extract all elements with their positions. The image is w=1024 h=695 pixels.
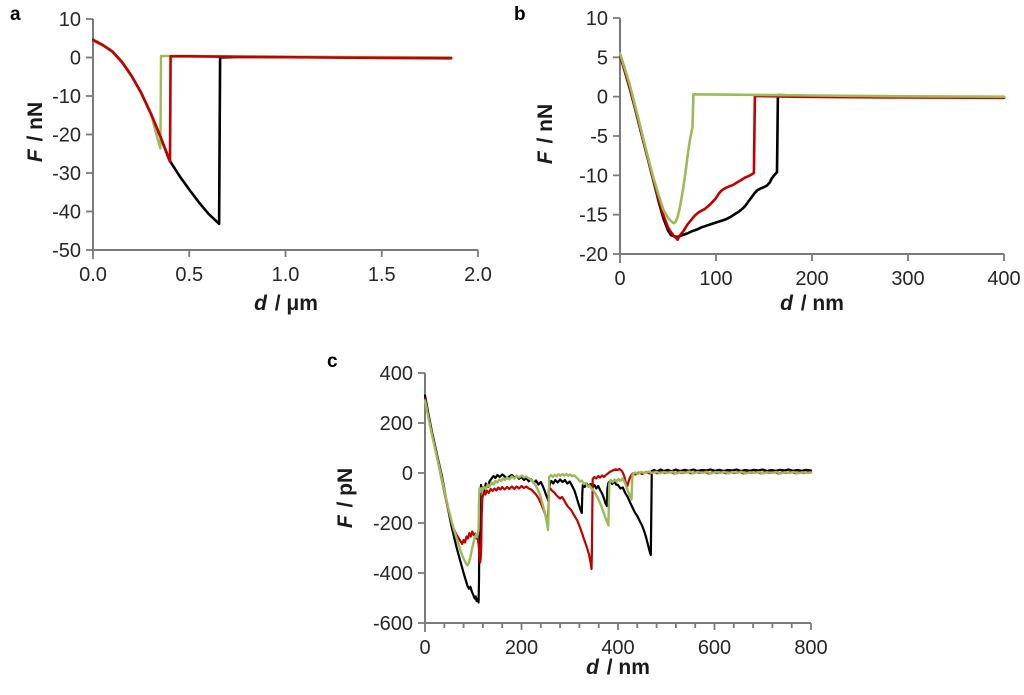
y-tick-label: -200 [373,513,413,535]
series-black-line [619,53,1006,238]
x-tick-label: 0.0 [79,264,107,286]
x-tick-label: 1.0 [272,264,300,286]
y-tick-label: -10 [52,86,81,108]
series-green-line [619,52,1006,225]
panel-b-letter: b [514,4,526,25]
y-tick-label: -15 [579,205,608,227]
x-axis-title-symbol: d [254,292,267,315]
panel-c-chart: 400 200 0 -200 -400 -600 0 200 400 600 800 [373,363,828,659]
panel-a-chart: 10 0 -10 -20 -30 -40 -500.0 0.5 1.0 1.5 2.0 [52,9,492,286]
y-tick-label: 0 [402,463,413,485]
x-tick-label: 800 [794,637,827,659]
y-axis-title-units: / nN [534,103,557,150]
y-tick-label: -30 [52,163,81,185]
y-tick-label: -50 [52,240,81,262]
x-axis-title-units: / nm [600,656,650,679]
x-axis-title-units: / nm [794,292,844,315]
y-axis-title-units: / nN [24,101,47,148]
x-tick-label: 0 [614,268,625,290]
x-tick-label: 200 [795,268,828,290]
x-tick-label: 400 [601,637,634,659]
y-tick-label: 0 [70,48,81,70]
panel-a-letter: a [10,4,21,25]
y-tick-label: -400 [373,563,413,585]
panel-b-x-axis-title: d / nm [712,292,912,316]
y-tick-label: -20 [579,244,608,266]
panel-b-y-axis-title: F / nN [534,34,558,234]
y-tick-label: 10 [586,8,608,30]
y-tick-label: -20 [52,125,81,147]
y-tick-label: 200 [380,413,413,435]
y-axis-title-symbol: F [334,515,357,529]
panel-c-x-axis-title: d / nm [518,656,718,680]
x-tick-label: 200 [505,637,538,659]
series-black-line [424,394,813,604]
y-tick-label: 10 [59,9,81,31]
panel-c-letter: c [327,351,338,372]
series-red-line [92,38,453,163]
x-tick-label: 0 [419,637,430,659]
panel-a-y-axis-title: F / nN [24,32,48,232]
y-tick-label: -40 [52,202,81,224]
x-tick-label: 400 [987,268,1020,290]
x-axis-title-symbol: d [780,292,793,315]
panel-c-y-axis-title: F / pN [334,398,358,598]
series-black-line [92,38,453,226]
y-axis-title-units: / pN [334,467,357,514]
y-tick-label: 0 [597,87,608,109]
series-green-line [424,399,813,567]
y-axis-title-symbol: F [534,151,557,165]
x-axis-title-units: / μm [268,292,318,315]
panel-a-x-axis-title: d / μm [186,292,386,316]
x-tick-label: 2.0 [464,264,492,286]
panel-b-chart: 10 5 0 -5 -10 -15 -20 0 100 200 300 400 [579,8,1021,290]
x-tick-label: 0.5 [175,264,203,286]
x-tick-label: 300 [891,268,924,290]
y-tick-label: -5 [590,126,608,148]
y-tick-label: -600 [373,613,413,635]
y-axis-title-symbol: F [24,149,47,163]
y-tick-label: -10 [579,165,608,187]
y-tick-label: 5 [597,47,608,69]
x-axis-title-symbol: d [586,656,599,679]
y-tick-label: 400 [380,363,413,385]
x-tick-label: 600 [698,637,731,659]
x-tick-label: 100 [699,268,732,290]
x-tick-label: 1.5 [368,264,396,286]
